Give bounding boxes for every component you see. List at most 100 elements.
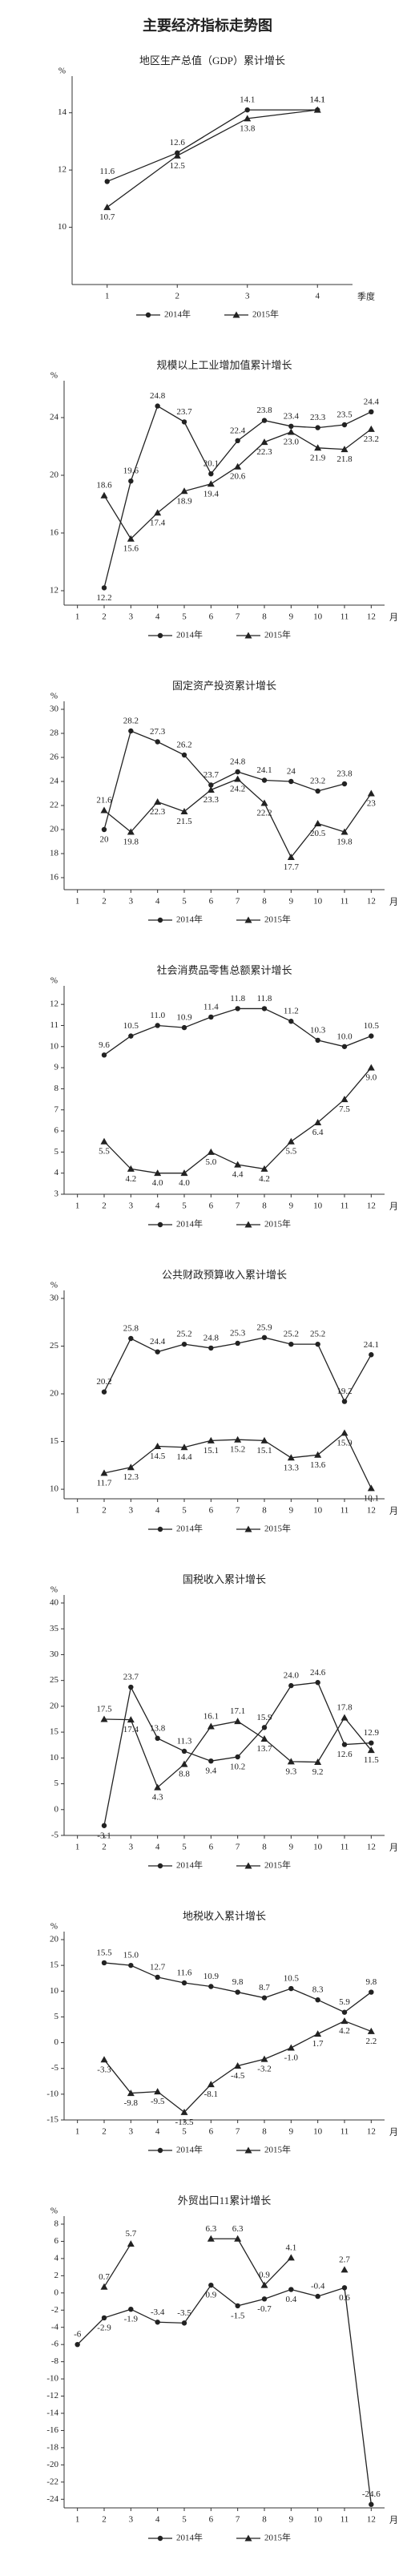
x-tick-label: 12 — [367, 1201, 376, 1211]
marker-circle — [181, 1980, 187, 1986]
marker-triangle — [234, 2235, 242, 2242]
value-label: 23.3 — [310, 413, 326, 422]
marker-circle — [208, 2282, 214, 2288]
marker-triangle — [367, 1746, 375, 1754]
y-tick-label: 15 — [50, 1436, 59, 1446]
marker-triangle — [340, 1714, 349, 1721]
marker-triangle — [287, 428, 295, 435]
x-tick-label: 3 — [129, 2515, 134, 2525]
y-tick-label: 14 — [58, 107, 67, 117]
y-tick-label: -4 — [51, 2322, 59, 2332]
marker-triangle — [287, 2254, 295, 2261]
x-tick-label: 2 — [102, 1201, 107, 1211]
y-tick-label: 10 — [50, 1986, 59, 1996]
value-label: 18.6 — [96, 481, 112, 491]
y-axis-label: % — [50, 371, 58, 381]
x-tick-label: 3 — [129, 1506, 134, 1516]
chart-title: 外贸出口11累计增长 — [178, 2194, 272, 2207]
marker-circle — [369, 1033, 374, 1039]
value-label: 24.8 — [203, 1333, 220, 1343]
marker-circle — [128, 1684, 134, 1690]
marker-triangle — [287, 854, 295, 860]
value-label: -1.0 — [284, 2053, 299, 2063]
x-tick-label: 2 — [175, 292, 180, 301]
x-tick-label: 5 — [182, 612, 187, 622]
marker-triangle — [173, 151, 181, 159]
marker-circle — [341, 1399, 348, 1404]
value-label: 11.8 — [230, 994, 245, 1003]
value-label: 25.2 — [310, 1330, 325, 1339]
value-label: 4.1 — [285, 2243, 296, 2252]
y-tick-label: 10 — [50, 1753, 59, 1762]
marker-circle — [101, 585, 107, 591]
value-label: 25.2 — [284, 1330, 299, 1339]
x-tick-label: 12 — [367, 1506, 376, 1516]
marker-triangle — [244, 916, 252, 923]
marker-circle — [288, 1019, 294, 1024]
series-line — [77, 2284, 372, 2505]
marker-triangle — [154, 798, 162, 805]
marker-triangle — [314, 1758, 322, 1765]
marker-circle — [181, 1341, 187, 1347]
value-label: 24.8 — [230, 757, 246, 767]
y-axis-label: % — [50, 1585, 58, 1595]
value-label: 21.9 — [310, 453, 326, 462]
x-tick-label: 11 — [340, 897, 349, 906]
marker-circle — [181, 419, 187, 425]
value-label: 20.2 — [96, 1377, 111, 1387]
marker-circle — [181, 752, 187, 758]
y-tick-label: 30 — [50, 1294, 59, 1303]
value-label: 23.8 — [256, 406, 272, 415]
value-label: 11.0 — [150, 1011, 165, 1020]
value-label: 1.7 — [312, 2039, 324, 2049]
value-label: 13.8 — [150, 1723, 166, 1733]
legend-label: 2015年 — [264, 1859, 291, 1871]
marker-triangle — [127, 1165, 135, 1172]
value-label: 4.2 — [259, 1174, 270, 1184]
x-axis-label: 月 — [389, 613, 398, 623]
marker-circle — [208, 1984, 214, 1989]
x-tick-label: 10 — [313, 1843, 323, 1852]
value-label: 5.7 — [125, 2229, 136, 2239]
marker-circle — [155, 1735, 160, 1742]
x-tick-label: 4 — [155, 1506, 160, 1516]
marker-triangle — [234, 2062, 242, 2069]
x-tick-label: 1 — [75, 1201, 80, 1211]
marker-circle — [369, 1989, 374, 1995]
y-tick-label: 5 — [54, 2012, 59, 2021]
marker-circle — [244, 107, 250, 113]
value-label: 4.0 — [152, 1178, 163, 1188]
x-tick-label: 11 — [340, 2515, 349, 2525]
x-tick-label: 10 — [313, 897, 323, 906]
x-tick-label: 12 — [367, 2127, 376, 2137]
x-tick-label: 1 — [75, 612, 80, 622]
y-tick-label: 0 — [54, 1804, 59, 1814]
y-tick-label: 24 — [50, 413, 59, 422]
x-tick-label: 7 — [236, 897, 240, 906]
value-label: 23.2 — [364, 434, 379, 444]
value-label: -4.5 — [231, 2071, 245, 2081]
marker-circle — [369, 1740, 374, 1746]
x-axis-label: 月 — [389, 2128, 398, 2138]
marker-circle — [155, 1349, 160, 1355]
marker-triangle — [100, 1469, 108, 1476]
x-tick-label: 10 — [313, 1201, 323, 1211]
y-tick-label: -10 — [46, 2374, 58, 2384]
y-tick-label: 15 — [50, 1960, 59, 1970]
marker-circle — [288, 2287, 294, 2292]
value-label: 17.4 — [123, 1725, 139, 1734]
value-label: 19.8 — [123, 838, 139, 847]
marker-circle — [261, 1995, 268, 2001]
value-label: 25.3 — [230, 1328, 246, 1338]
y-tick-label: 20 — [50, 1935, 59, 1944]
x-tick-label: 3 — [129, 897, 134, 906]
marker-triangle — [244, 1862, 252, 1869]
y-axis-label: % — [50, 976, 58, 986]
value-label: 15.1 — [256, 1446, 272, 1456]
x-tick-label: 12 — [367, 897, 376, 906]
x-tick-label: 3 — [129, 1201, 134, 1211]
x-tick-label: 10 — [313, 1506, 323, 1516]
y-tick-label: 7 — [54, 1104, 59, 1114]
marker-triangle — [260, 438, 268, 446]
y-tick-label: 11 — [50, 1020, 58, 1030]
